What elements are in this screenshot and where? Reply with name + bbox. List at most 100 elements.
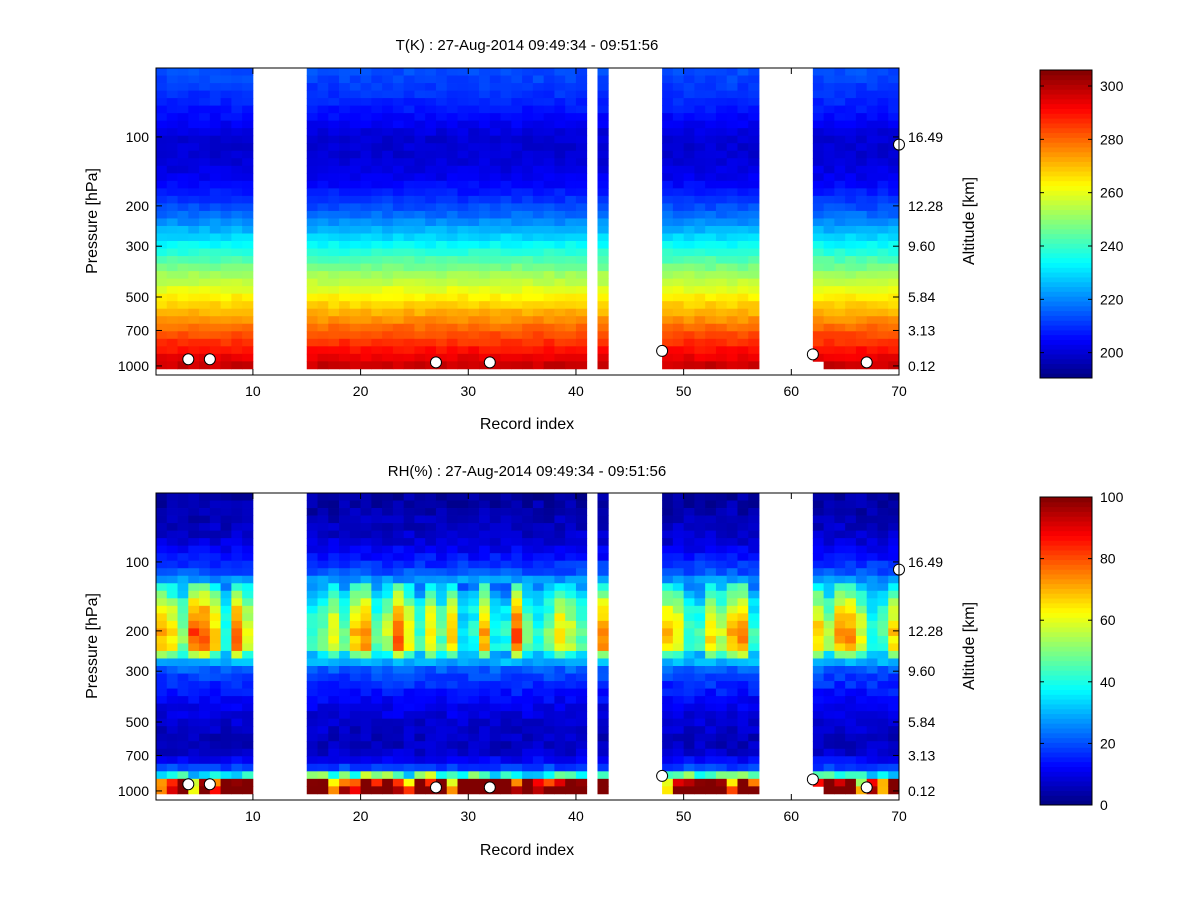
heatmap-cell (489, 696, 501, 705)
heatmap-cell (328, 83, 340, 91)
heatmap-cell (328, 703, 340, 712)
heatmap-cell (823, 180, 835, 189)
heatmap-cell (877, 203, 889, 212)
heatmap-cell (371, 150, 383, 159)
heatmap-cell (737, 188, 749, 197)
heatmap-cell (209, 508, 222, 516)
heatmap-cell (565, 703, 577, 712)
heatmap-cell (166, 293, 178, 302)
heatmap-cell (543, 233, 555, 242)
heatmap-cell (500, 786, 512, 795)
heatmap-cell (479, 353, 491, 362)
heatmap-cell (339, 331, 351, 340)
heatmap-cell (877, 188, 889, 197)
heatmap-cell (715, 598, 728, 607)
heatmap-cell (672, 628, 685, 637)
heatmap-cell (479, 98, 491, 107)
heatmap-cell (715, 696, 728, 705)
heatmap-cell (511, 748, 523, 757)
heatmap-cell (834, 590, 846, 599)
heatmap-cell (575, 538, 588, 547)
heatmap-cell (511, 605, 523, 614)
heatmap-cell (435, 180, 448, 189)
heatmap-cell (425, 83, 437, 91)
heatmap-cell (575, 203, 588, 212)
heatmap-cell (565, 286, 577, 295)
heatmap-cell (845, 271, 857, 280)
heatmap-cell (877, 500, 889, 509)
x-tick-label: 40 (568, 808, 584, 824)
heatmap-cell (414, 508, 426, 516)
heatmap-cell (231, 711, 243, 720)
heatmap-cell (834, 568, 846, 577)
heatmap-cell (597, 120, 609, 129)
heatmap-cell (349, 248, 361, 257)
heatmap-cell (812, 241, 825, 249)
heatmap-cell (694, 195, 706, 204)
heatmap-cell (199, 771, 211, 780)
heatmap-cell (845, 90, 857, 99)
heatmap-cell (199, 515, 211, 524)
colorbar-step (1040, 195, 1092, 201)
heatmap-cell (877, 538, 889, 547)
heatmap-cell (479, 173, 491, 182)
heatmap-cell (188, 748, 200, 757)
heatmap-cell (845, 500, 857, 509)
heatmap-cell (382, 718, 394, 727)
heatmap-cell (403, 195, 415, 204)
heatmap-cell (231, 135, 243, 144)
heatmap-cell (812, 210, 825, 219)
heatmap-cell (500, 308, 512, 317)
heatmap-cell (845, 763, 857, 772)
heatmap-cell (403, 681, 415, 689)
heatmap-cell (166, 703, 178, 712)
heatmap-cell (435, 786, 448, 795)
heatmap-cell (489, 210, 501, 219)
heatmap-cell (672, 568, 685, 577)
heatmap-cell (823, 658, 835, 667)
heatmap-cell (575, 688, 588, 697)
heatmap-cell (306, 538, 318, 547)
heatmap-cell (231, 120, 243, 129)
humidity-markers (182, 563, 905, 794)
heatmap-cell (845, 135, 857, 144)
heatmap-cell (575, 75, 588, 84)
colorbar-step (1040, 329, 1092, 336)
heatmap-cell (479, 241, 491, 249)
heatmap-cell (339, 218, 351, 227)
heatmap-cell (543, 98, 555, 107)
humidity-panel: RH(%) : 27-Aug-2014 09:49:34 - 09:51:56 … (84, 463, 1124, 859)
colorbar-step (1040, 622, 1092, 628)
heatmap-cell (662, 650, 674, 659)
heatmap-cell (845, 778, 857, 787)
heatmap-cell (403, 353, 415, 362)
heatmap-cell (425, 620, 437, 629)
heatmap-cell (694, 83, 706, 91)
heatmap-cell (511, 771, 523, 780)
heatmap-cell (371, 748, 383, 757)
heatmap-cell (888, 308, 900, 317)
heatmap-cell (349, 361, 361, 370)
heatmap-cell (403, 150, 415, 159)
heatmap-cell (242, 553, 254, 562)
heatmap-cell (457, 628, 469, 637)
heatmap-cell (382, 263, 394, 272)
heatmap-cell (468, 756, 480, 765)
heatmap-cell (705, 98, 717, 107)
heatmap-cell (543, 316, 555, 325)
heatmap-cell (726, 696, 738, 705)
heatmap-cell (360, 173, 372, 182)
heatmap-cell (220, 763, 232, 772)
heatmap-cell (371, 180, 383, 189)
heatmap-cell (705, 90, 717, 99)
heatmap-cell (726, 210, 738, 219)
heatmap-cell (726, 538, 738, 547)
heatmap-cell (845, 560, 857, 569)
heatmap-cell (199, 568, 211, 577)
heatmap-cell (209, 308, 222, 317)
heatmap-cell (220, 741, 232, 750)
heatmap-cell (414, 643, 426, 652)
heatmap-cell (457, 248, 469, 257)
heatmap-cell (242, 75, 254, 84)
